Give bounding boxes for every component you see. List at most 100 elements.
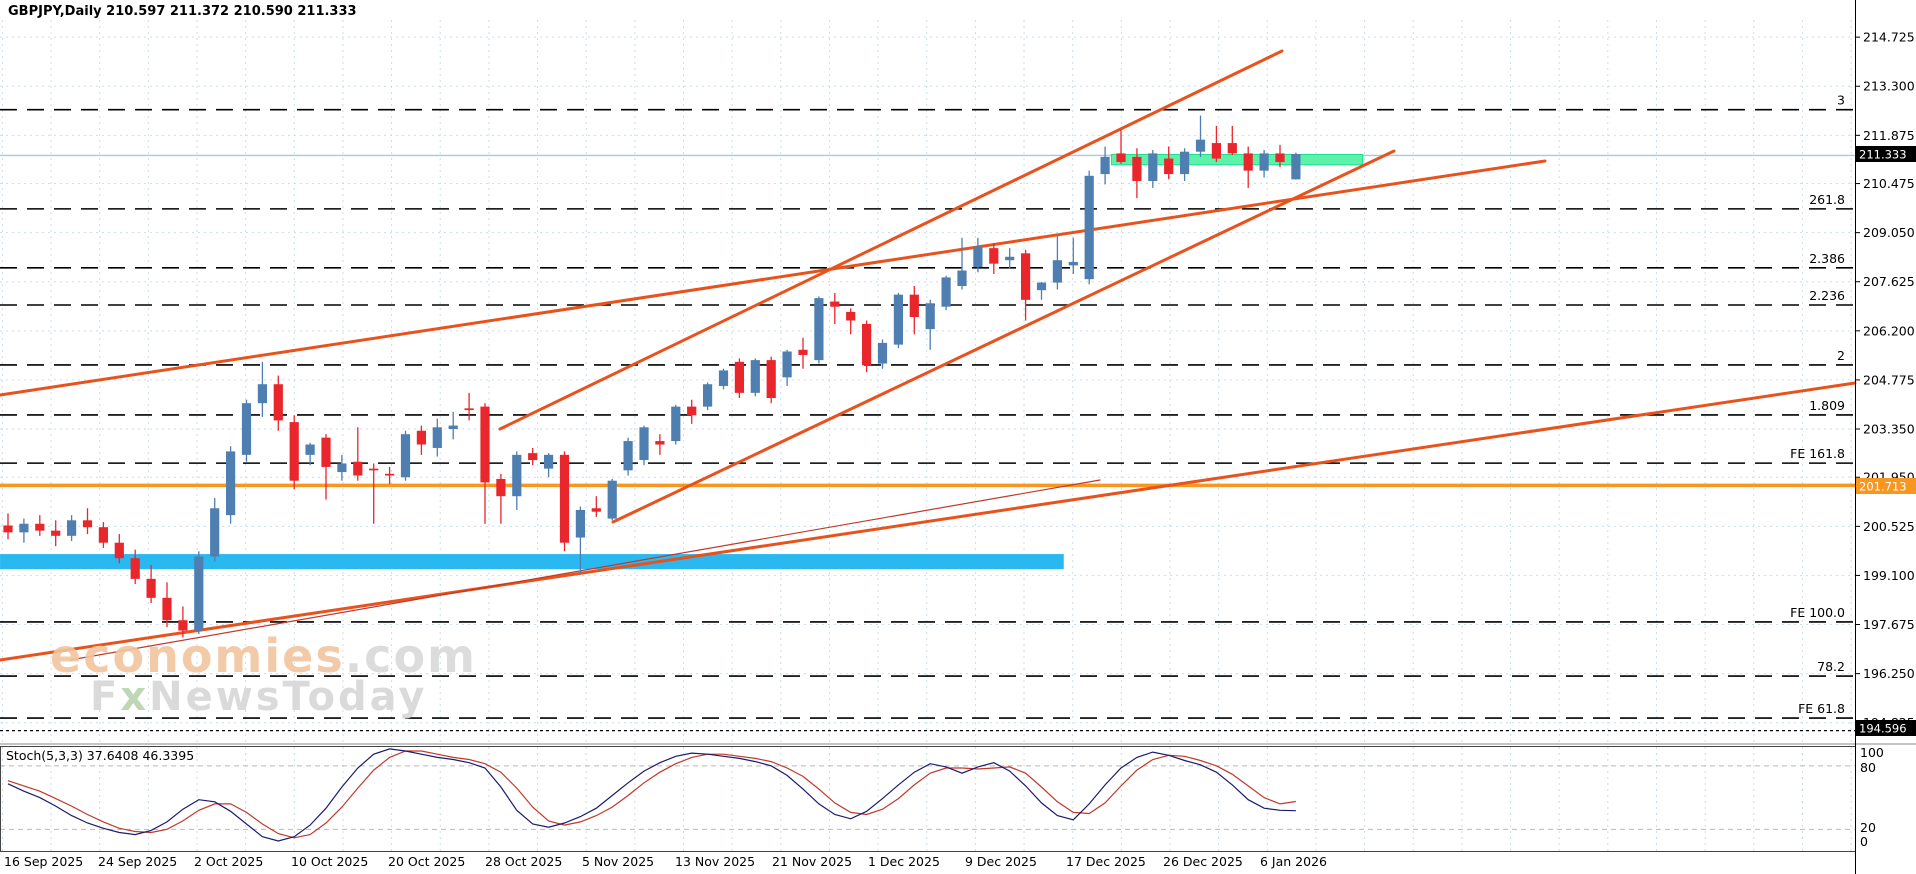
candle-body	[1275, 153, 1285, 163]
candle-body	[687, 406, 697, 416]
candle-bullish	[19, 518, 29, 543]
candle-bearish	[35, 515, 45, 536]
date-axis-label: 10 Oct 2025	[291, 854, 368, 869]
candle-bearish	[178, 606, 188, 638]
date-axis-label: 20 Oct 2025	[388, 854, 465, 869]
candle-body	[496, 478, 506, 497]
candle-bearish	[1164, 146, 1174, 180]
candle-bullish	[194, 551, 204, 634]
candle-bullish	[957, 237, 967, 290]
fib-level-label: 2	[1837, 348, 1845, 363]
candle-body	[448, 425, 458, 430]
candle-bullish	[782, 349, 792, 386]
candle-body	[798, 349, 808, 355]
candle-body	[51, 530, 61, 536]
candle-bullish	[623, 437, 633, 476]
candle-bearish	[82, 508, 93, 535]
candle-bullish	[893, 292, 903, 349]
candle-body	[957, 270, 967, 287]
fib-level-label: 78.2	[1817, 659, 1845, 674]
candle-bullish	[1148, 149, 1158, 188]
candle-body	[289, 422, 299, 481]
price-axis-label: 213.300	[1863, 79, 1915, 94]
candle-bullish	[750, 358, 760, 397]
stoch-scale-label: 20	[1860, 820, 1876, 835]
candle-body	[416, 430, 426, 445]
orange-line-badge: 201.713	[1856, 478, 1916, 494]
price-axis-label: 203.350	[1863, 422, 1915, 437]
candle-body	[893, 294, 903, 345]
candle-bearish	[1227, 125, 1237, 156]
candle-bullish	[257, 361, 267, 417]
candle-body	[1195, 139, 1206, 152]
candle-body	[130, 558, 140, 579]
stochastic-layer	[0, 748, 1855, 842]
candle-bearish	[3, 513, 13, 540]
candle-bullish	[925, 299, 935, 350]
candle-body	[1021, 253, 1031, 300]
candle-body	[432, 427, 442, 448]
candle-bearish	[687, 399, 697, 424]
candle-body	[194, 556, 204, 631]
candle-body	[1148, 153, 1158, 181]
stoch-panel-border	[0, 746, 1856, 852]
candle-body	[67, 520, 77, 536]
candle-bullish	[814, 296, 824, 364]
candle-bullish	[67, 515, 77, 541]
candle-bearish	[798, 337, 808, 369]
candle-body	[989, 248, 999, 264]
price-axis-label: 200.525	[1863, 519, 1915, 534]
candle-bullish	[1100, 146, 1110, 185]
candle-bullish	[210, 497, 220, 562]
candle-body	[146, 578, 156, 598]
date-axis-label: 5 Nov 2025	[582, 854, 654, 869]
candle-body	[35, 523, 45, 531]
candle-body	[718, 370, 729, 386]
candle-bullish	[448, 411, 458, 440]
zones-layer	[0, 153, 1855, 570]
candle-bullish	[544, 453, 554, 478]
fib-level-label: 261.8	[1809, 192, 1845, 207]
candle-bullish	[512, 451, 522, 510]
candle-body	[862, 323, 872, 366]
price-axis-label: 211.875	[1863, 128, 1915, 143]
stoch-scale-label: 80	[1860, 760, 1876, 775]
candle-body	[909, 294, 919, 318]
candle-bearish	[162, 582, 172, 628]
candle-body	[782, 351, 792, 378]
candle-bearish	[830, 292, 840, 324]
candle-body	[925, 303, 935, 330]
candle-body	[703, 384, 713, 407]
fib-level-label: 1.809	[1809, 398, 1845, 413]
candle-body	[607, 480, 617, 519]
current-price-badge-text: 211.333	[1859, 148, 1907, 162]
watermark-x-icon: x	[120, 674, 149, 720]
fib-level-label: 3	[1837, 93, 1845, 108]
fib-level-label: FE 100.0	[1790, 605, 1845, 620]
candle-body	[400, 434, 411, 478]
price-axis-label: 206.200	[1863, 323, 1915, 338]
candle-bearish	[989, 242, 999, 274]
candle-bullish	[671, 404, 681, 445]
candle-body	[973, 246, 983, 268]
candle-body	[877, 342, 888, 364]
date-axis-label: 6 Jan 2026	[1260, 854, 1327, 869]
date-axis-label: 17 Dec 2025	[1066, 854, 1146, 869]
watermark-subtitle-f: F	[90, 674, 120, 720]
date-axis-label: 28 Oct 2025	[485, 854, 562, 869]
candle-body	[1180, 151, 1190, 175]
candle-body	[385, 473, 395, 476]
candle-bearish	[321, 434, 331, 500]
symbol-title: GBPJPY,Daily 210.597 211.372 210.590 211…	[8, 4, 357, 19]
candle-body	[1068, 261, 1078, 266]
candle-bearish	[385, 466, 395, 485]
candle-body	[178, 620, 188, 631]
candle-body	[1259, 153, 1269, 171]
candle-body	[1291, 154, 1301, 180]
low-level-badge: 194.596	[1856, 720, 1916, 736]
candle-bearish	[480, 403, 490, 524]
candle-body	[480, 406, 490, 483]
date-axis-label: 2 Oct 2025	[194, 854, 263, 869]
date-axis-label: 24 Sep 2025	[98, 854, 177, 869]
